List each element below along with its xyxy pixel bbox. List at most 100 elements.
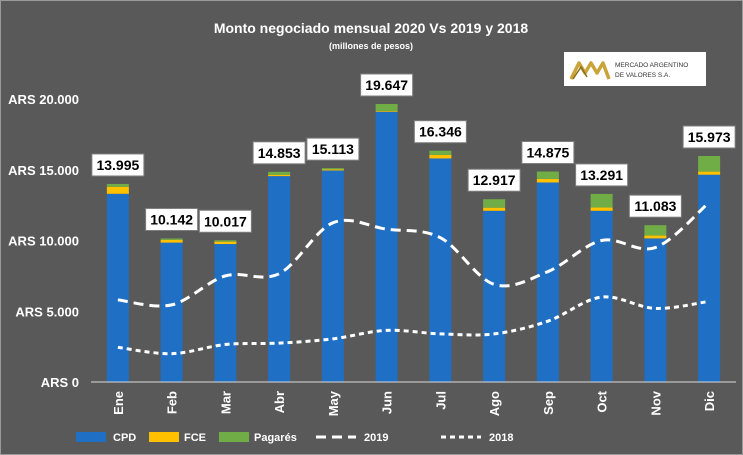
data-label-mar: 10.017 (198, 209, 252, 233)
x-tick-label: Nov (648, 390, 663, 415)
bar-pagar-s-dic (698, 155, 721, 172)
bar-cpd-nov (644, 238, 667, 382)
legend-label: CPD (113, 432, 136, 444)
bar-fce-ene (106, 186, 129, 194)
data-label-jul: 16.346 (413, 120, 467, 144)
bar-fce-dic (698, 171, 721, 175)
x-tick-label: Sep (541, 391, 556, 415)
y-tick-label: ARS 0 (41, 375, 79, 390)
legend-swatch (76, 432, 106, 442)
legend-swatch (219, 432, 249, 442)
bar-cpd-dic (698, 174, 721, 382)
bar-cpd-may (321, 170, 344, 382)
bar-pagar-s-abr (268, 171, 291, 175)
data-label-box (521, 141, 575, 165)
legend-item-cpd: CPD (76, 432, 136, 444)
data-label-value: 15.973 (688, 129, 731, 145)
logo-line-2: DE VALORES S.A. (615, 72, 670, 79)
y-tick-label: ARS 15.000 (8, 163, 79, 178)
data-label-dic: 15.973 (682, 125, 736, 149)
data-label-box (360, 73, 414, 97)
data-label-value: 15.113 (312, 141, 354, 157)
bar-pagar-s-may (321, 168, 344, 170)
data-label-box (682, 125, 736, 149)
data-labels: 13.995 10.142 10.017 14.853 15.113 19.647 16.3… (91, 73, 736, 233)
x-tick-label: Abr (272, 391, 287, 413)
x-tick-label: Feb (165, 391, 180, 414)
data-label-abr: 14.853 (252, 141, 306, 165)
bar-fce-jul (429, 154, 452, 159)
x-tick-label: Dic (702, 391, 717, 411)
bar-pagar-s-sep (536, 171, 559, 179)
legend-label: FCE (184, 432, 206, 444)
bar-pagar-s-ene (106, 183, 129, 187)
data-label-nov: 11.083 (628, 194, 682, 218)
x-tick-label: May (326, 390, 341, 416)
mav-logo-icon (569, 61, 611, 80)
bar-cpd-jul (429, 158, 452, 382)
bar-cpd-abr (268, 176, 291, 382)
bar-fce-feb (160, 239, 183, 243)
bar-fce-ago (483, 207, 506, 211)
data-label-ene: 13.995 (91, 153, 145, 177)
data-label-value: 14.853 (258, 145, 301, 161)
y-axis: ARS 0 ARS 5.000 ARS 10.000 ARS 15.000 ARS 20… (8, 92, 79, 390)
data-label-jun: 19.647 (360, 73, 414, 97)
legend-label: Pagarés (254, 432, 297, 444)
x-axis: Ene Feb Mar Abr May Jun Jul Ago Sep Oct Nov Dic (91, 381, 736, 416)
data-label-value: 10.142 (150, 211, 193, 227)
chart-subtitle: (millones de pesos) (329, 41, 413, 51)
data-label-value: 11.083 (634, 198, 676, 214)
legend-label: 2018 (489, 432, 513, 444)
x-tick-label: Ene (111, 391, 126, 415)
data-label-box (306, 137, 360, 161)
y-tick-label: ARS 5.000 (15, 304, 79, 319)
data-label-box (575, 163, 629, 187)
legend-swatch (149, 432, 179, 442)
bar-cpd-feb (160, 242, 183, 382)
legend-item-2018: 2018 (441, 432, 513, 444)
data-label-box (91, 153, 145, 177)
bar-cpd-ene (106, 193, 129, 382)
bar-cpd-sep (536, 182, 559, 382)
bar-pagar-s-ago (483, 199, 506, 208)
data-label-box (413, 120, 467, 144)
data-label-box (467, 168, 521, 192)
data-label-value: 10.017 (204, 213, 247, 229)
bar-fce-nov (644, 235, 667, 239)
bar-pagar-s-feb (160, 238, 183, 240)
data-label-box (628, 194, 682, 218)
y-tick-label: ARS 10.000 (8, 234, 79, 249)
bar-cpd-mar (214, 244, 237, 382)
bars (106, 103, 721, 383)
bar-pagar-s-jun (375, 103, 398, 112)
x-tick-label: Ago (487, 391, 502, 416)
data-label-may: 15.113 (306, 137, 360, 161)
bar-cpd-oct (590, 210, 613, 382)
trend-lines (117, 201, 711, 356)
line-2019 (117, 201, 711, 308)
bar-pagar-s-oct (590, 193, 613, 208)
data-label-value: 13.291 (580, 167, 623, 183)
legend-label: 2019 (364, 432, 388, 444)
bar-fce-oct (590, 207, 613, 211)
bar-fce-may (321, 169, 344, 171)
mav-logo: MERCADO ARGENTINO DE VALORES S.A. (564, 52, 706, 86)
x-tick-label: Mar (218, 391, 233, 414)
data-label-value: 16.346 (419, 124, 462, 140)
chart-title: Monto negociado mensual 2020 Vs 2019 y 2… (214, 20, 529, 36)
data-label-value: 13.995 (96, 157, 139, 173)
bar-pagar-s-jul (429, 150, 452, 155)
data-label-feb: 10.142 (145, 207, 199, 231)
legend-item-pagar-s: Pagarés (219, 432, 297, 444)
bar-fce-mar (214, 241, 237, 245)
data-label-box (252, 141, 306, 165)
logo-line-1: MERCADO ARGENTINO (615, 62, 688, 69)
bar-fce-jun (375, 111, 398, 112)
bar-pagar-s-mar (214, 240, 237, 242)
legend-item-fce: FCE (149, 432, 206, 444)
data-label-box (145, 207, 199, 231)
x-tick-label: Oct (595, 390, 610, 412)
